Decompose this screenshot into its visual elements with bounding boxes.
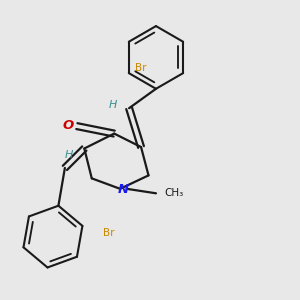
Text: N: N (118, 183, 129, 196)
Text: Br: Br (135, 63, 146, 73)
Text: Br: Br (103, 228, 115, 238)
Text: H: H (65, 150, 74, 161)
Text: O: O (63, 119, 74, 132)
Text: CH₃: CH₃ (164, 188, 184, 198)
Text: H: H (109, 100, 117, 110)
